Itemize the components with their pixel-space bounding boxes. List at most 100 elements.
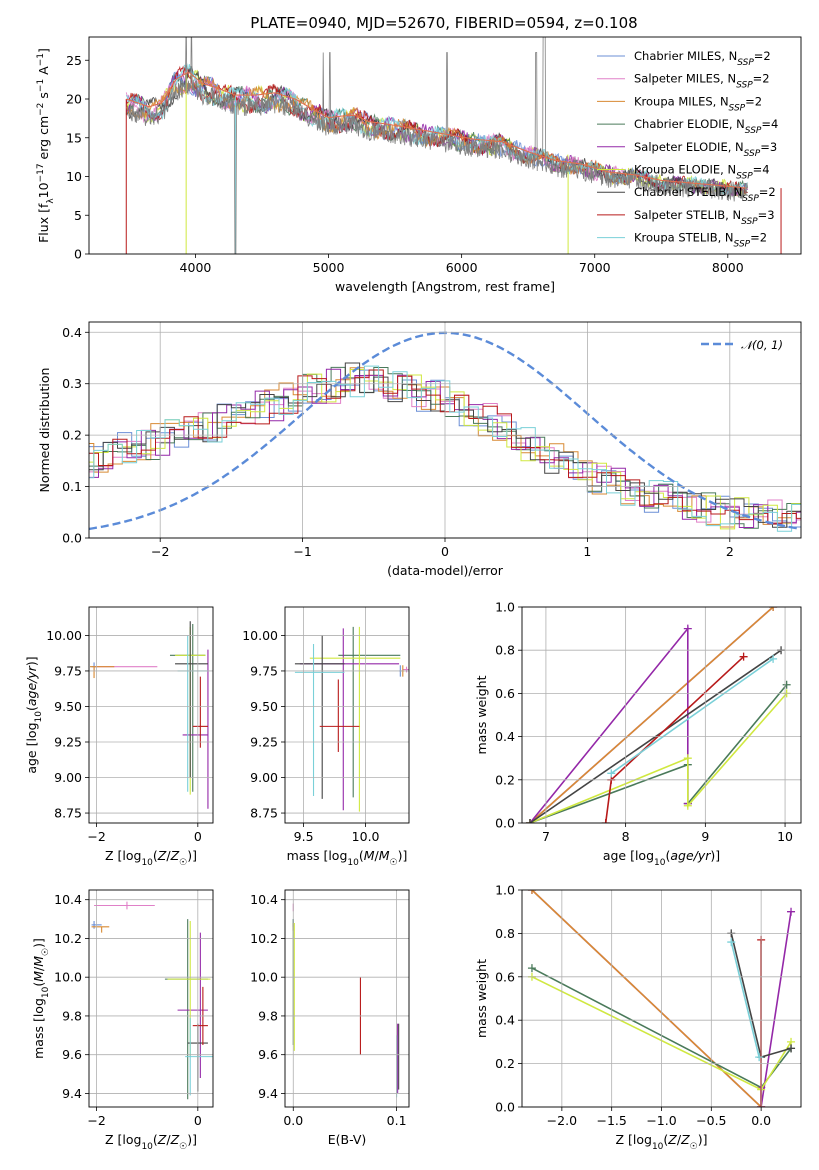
y-tick-label: 9.25: [250, 735, 278, 750]
panel-mass-vs-EBV: 0.0 0.1 9.4 9.6 9.8 10.0 10.2 10.4 E(B-V): [250, 889, 410, 1147]
x-axis-label-part: (: [153, 848, 158, 863]
y-tick-label: 0: [74, 247, 82, 262]
y-axis-label-part: M: [31, 956, 46, 967]
x-tick-label: 4000: [180, 260, 212, 275]
x-axis-label-part: mass [log: [287, 848, 348, 863]
weight-marker: [527, 964, 536, 973]
legend-label: Chabrier STELIB, N: [634, 185, 742, 199]
panel-age-vs-mass: 9.5 10.0 8.75 9.00 9.25 9.50 9.75 10.00 mass [lo…: [242, 606, 410, 868]
legend-tail: =2: [754, 49, 771, 63]
x-axis-label-part: Z: [170, 848, 180, 863]
weight-marker: [683, 754, 692, 763]
y-tick-label: 0.2: [495, 1056, 515, 1071]
x-axis-label: mass [log10(M/M☉)]: [287, 848, 408, 868]
errorbar-chabrier-elodie: [338, 626, 401, 798]
y-tick-label: 0.4: [62, 325, 82, 340]
weight-marker: [769, 654, 778, 663]
x-tick-label: −1: [293, 544, 311, 559]
x-axis-label-part: Z [log: [615, 1132, 651, 1147]
x-axis-label-part: 10: [347, 858, 359, 868]
legend-label: Salpeter ELODIE, N: [634, 140, 744, 154]
y-tick-label: 0.6: [495, 969, 515, 984]
x-tick-label: 9.5: [294, 829, 314, 844]
y-axis-label-part: ☉: [41, 948, 51, 956]
legend-tail: =2: [745, 94, 762, 108]
x-tick-label: 8000: [712, 260, 744, 275]
x-tick-label: 7000: [579, 260, 611, 275]
x-axis-label-part: 10: [141, 1142, 153, 1152]
legend-tail: =2: [753, 72, 770, 86]
weight-marker: [683, 624, 692, 633]
weight-marker: [787, 907, 796, 916]
weight-marker: [755, 1053, 764, 1062]
y-axis-label-part: −1: [36, 79, 46, 92]
x-tick-label: 0.1: [387, 1113, 407, 1128]
legend-sub: SSP: [734, 240, 751, 250]
legend-entry: Kroupa MILES, NSSP=2: [634, 94, 762, 113]
x-axis-label-part: 10: [654, 858, 666, 868]
y-tick-label: 0.6: [495, 686, 515, 701]
weight-line: [529, 607, 774, 823]
legend-label: Salpeter STELIB, N: [634, 208, 741, 222]
y-tick-label: 0.4: [495, 1013, 515, 1028]
legend-residuals: 𝒩(0, 1): [701, 338, 783, 352]
x-tick-label: 2: [726, 544, 734, 559]
y-tick-label: 10: [66, 169, 82, 184]
y-axis-label-part: ]: [36, 48, 51, 53]
y-axis-label-part: (: [31, 982, 46, 987]
axes-frame: [521, 606, 802, 824]
errorbar-salpeter-stelib: [192, 676, 208, 748]
y-axis-label: mass weight: [474, 959, 489, 1038]
legend-tail: =4: [761, 117, 778, 131]
weight-marker: [782, 680, 791, 689]
x-axis-label: Z [log10(Z/Z☉)]: [615, 1132, 707, 1152]
y-axis-label-part: )]: [24, 656, 39, 666]
x-axis-label-part: age [log: [603, 848, 654, 863]
legend-label: Chabrier ELODIE, N: [634, 117, 745, 131]
x-tick-label: −0.5: [696, 1113, 726, 1128]
y-tick-label: 10.2: [250, 931, 278, 946]
x-axis-label-part: (: [663, 1132, 668, 1147]
x-tick-label: −2.0: [547, 1113, 577, 1128]
y-tick-label: 9.8: [62, 1008, 82, 1023]
x-axis-label-part: /: [375, 848, 380, 863]
errorbar-kroupa-miles: [91, 926, 110, 933]
y-axis-label-part: 10: [34, 711, 44, 723]
x-axis-label-part: wavelength [Angstrom, rest frame]: [335, 279, 555, 294]
x-axis-label-part: (data-model)/error: [387, 563, 504, 578]
errorbar-kroupa-stelib: [294, 643, 345, 796]
axes-frame: [521, 889, 802, 1108]
x-tick-label: 10.0: [352, 829, 380, 844]
y-axis-label: Flux [fλ10−17 erg cm−2 s−1 A−1]: [36, 48, 56, 243]
weight-marker: [683, 801, 692, 810]
x-axis-label-part: Z [log: [105, 1132, 141, 1147]
legend-entry: Salpeter STELIB, NSSP=3: [634, 208, 775, 227]
errorbar-kroupa-miles: [90, 666, 115, 679]
errorbar-chabrier-stelib: [175, 621, 208, 778]
x-axis-label-part: Z: [157, 1132, 167, 1147]
x-axis-label-part: Z [log: [105, 848, 141, 863]
y-tick-label: 0.1: [62, 479, 82, 494]
x-tick-label: 5000: [313, 260, 345, 275]
x-axis-label-part: )]: [710, 848, 720, 863]
legend-entry: Salpeter MILES, NSSP=2: [634, 72, 770, 91]
y-tick-label: 9.00: [54, 770, 82, 785]
panel-weight-vs-Z: −2.0 −1.5 −1.0 −0.5 0.0 0.0 0.2 0.4 0.6 0.8 1.0 Z […: [474, 883, 802, 1152]
x-axis-label-part: ☉: [179, 858, 187, 868]
panel-residuals: −2 −1 0 1 2 0.0 0.1 0.2 0.3 0.4 𝒩(0, 1) (data-model…: [37, 321, 802, 578]
x-tick-label: 8: [622, 829, 630, 844]
weight-marker: [769, 607, 778, 611]
legend-entry: Kroupa STELIB, NSSP=2: [634, 231, 767, 250]
x-tick-label: 0.0: [751, 1113, 771, 1128]
plot-area-age-vs-mass: [294, 626, 409, 812]
errorbar-salpeter-miles: [94, 901, 155, 910]
legend-sub: SSP: [741, 217, 758, 227]
legend-label: 𝒩(0, 1): [741, 338, 783, 352]
x-tick-label: 9: [701, 829, 709, 844]
y-axis-label-part: M: [31, 971, 46, 982]
errorbar-kroupa-elodie: [309, 626, 401, 812]
y-tick-label: 0.8: [495, 926, 515, 941]
y-tick-label: 0.2: [495, 772, 515, 787]
